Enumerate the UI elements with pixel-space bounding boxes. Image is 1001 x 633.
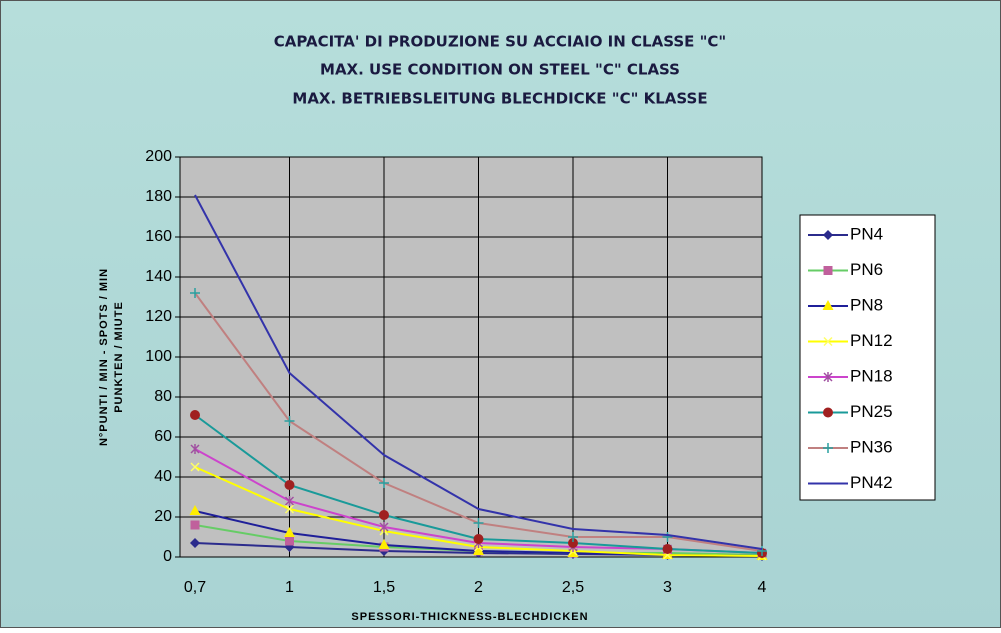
x-tick-label: 1,5 (373, 579, 395, 596)
data-point (477, 508, 480, 511)
data-point (473, 534, 484, 544)
y-tick-label: 180 (145, 188, 172, 205)
legend-label: PN18 (850, 366, 893, 385)
y-tick-label: 40 (154, 468, 172, 485)
legend-label: PN4 (850, 224, 883, 243)
data-point (189, 505, 201, 515)
legend-label: PN36 (850, 437, 893, 456)
y-tick-label: 60 (154, 428, 172, 445)
x-tick-label: 0,7 (184, 579, 206, 596)
y-axis-label: N°PUNTI / MIN - SPOTS / MIN (98, 268, 110, 446)
data-point (383, 454, 386, 457)
data-point (666, 534, 669, 537)
data-point (284, 496, 295, 506)
chart-title: MAX. USE CONDITION ON STEEL "C" CLASS (320, 61, 680, 79)
data-point (190, 444, 200, 454)
x-tick-label: 3 (663, 579, 672, 596)
chart-title: CAPACITA' DI PRODUZIONE SU ACCIAIO IN CL… (274, 33, 726, 51)
data-point (379, 478, 389, 488)
data-point (190, 410, 200, 420)
data-point (662, 532, 673, 542)
y-tick-label: 0 (163, 548, 172, 565)
data-point (284, 504, 295, 514)
data-point (473, 518, 484, 528)
y-tick-label: 100 (145, 348, 172, 365)
data-point (190, 538, 200, 548)
legend-marker (823, 407, 833, 418)
legend-marker (823, 266, 833, 275)
data-point (757, 546, 767, 556)
legend-label: PN8 (850, 295, 883, 314)
x-tick-label: 4 (758, 579, 767, 596)
chart-title: MAX. BETRIEBSLEITUNG BLECHDICKE "C" KLAS… (292, 90, 707, 108)
data-point (284, 416, 295, 426)
y-tick-label: 160 (145, 228, 172, 245)
data-point (190, 462, 200, 472)
legend-marker (823, 372, 833, 382)
data-point (761, 548, 764, 551)
x-axis-label: SPESSORI-THICKNESS-BLECHDICKEN (351, 611, 588, 623)
data-point (285, 536, 294, 546)
series-line (194, 194, 763, 550)
legend-label: PN6 (850, 260, 883, 279)
data-point (194, 194, 197, 197)
data-point (379, 522, 389, 532)
x-tick-label: 2 (474, 579, 483, 596)
y-tick-label: 20 (154, 508, 172, 525)
data-point (662, 544, 673, 554)
data-point (379, 510, 389, 520)
legend-label: PN25 (850, 402, 893, 421)
legend-marker (823, 336, 833, 347)
y-tick-label: 80 (154, 388, 172, 405)
data-point (378, 539, 390, 549)
y-tick-label: 140 (145, 268, 172, 285)
y-tick-label: 120 (145, 308, 172, 325)
data-point (190, 520, 200, 530)
data-point (190, 288, 200, 298)
x-tick-label: 2,5 (562, 579, 584, 596)
x-tick-label: 1 (285, 579, 294, 596)
legend-label: PN42 (850, 473, 893, 492)
data-point (288, 372, 291, 375)
data-point (284, 480, 295, 490)
legend-marker (823, 443, 833, 453)
legend (799, 214, 936, 501)
data-point (284, 527, 295, 537)
legend-label: PN12 (850, 331, 893, 350)
data-point (473, 545, 484, 555)
legend-marker (823, 230, 833, 240)
y-axis-label: PUNKTEN / MIUTE (113, 301, 125, 413)
y-tick-label: 200 (145, 148, 172, 165)
data-point (568, 538, 578, 548)
data-point (568, 532, 578, 542)
legend-marker (822, 300, 834, 310)
data-point (572, 528, 575, 531)
